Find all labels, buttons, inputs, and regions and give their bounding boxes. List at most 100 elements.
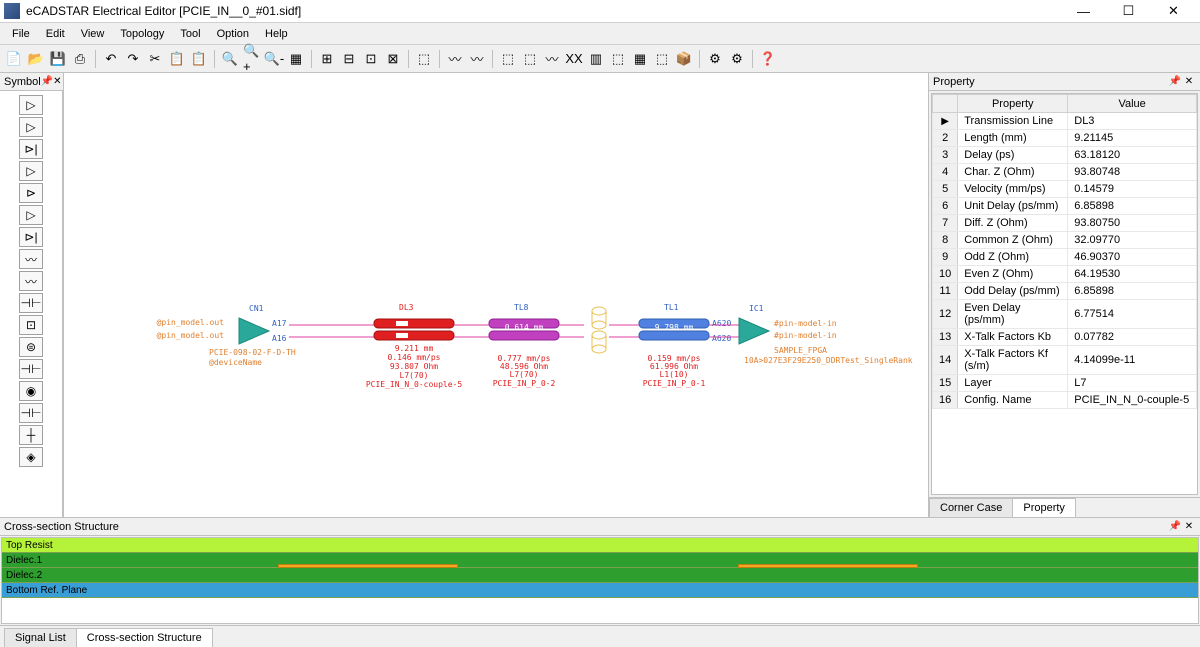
toolbar-button-2[interactable]: 💾 <box>48 49 68 69</box>
toolbar-button-1[interactable]: 📂 <box>26 49 46 69</box>
symbol-item-6[interactable]: ⊳| <box>19 227 43 247</box>
property-row[interactable]: 4Char. Z (Ohm)93.80748 <box>933 164 1197 181</box>
symbol-item-3[interactable]: ▷ <box>19 161 43 181</box>
symbol-item-7[interactable]: 〰 <box>19 249 43 269</box>
symbol-item-4[interactable]: ⊳ <box>19 183 43 203</box>
toolbar-button-0[interactable]: 📄 <box>4 49 24 69</box>
toolbar-button-29[interactable]: XX <box>564 49 584 69</box>
via-pair[interactable] <box>592 307 606 353</box>
close-icon[interactable]: ✕ <box>1182 520 1196 534</box>
symbol-item-10[interactable]: ⊡ <box>19 315 43 335</box>
toolbar-button-34[interactable]: 📦 <box>674 49 694 69</box>
menu-topology[interactable]: Topology <box>112 26 172 42</box>
symbol-item-1[interactable]: ▷ <box>19 117 43 137</box>
toolbar-button-18[interactable]: ⊡ <box>361 49 381 69</box>
symbol-item-11[interactable]: ⊜ <box>19 337 43 357</box>
toolbar-button-3[interactable]: ⎙ <box>70 49 90 69</box>
property-row[interactable]: 14X-Talk Factors Kf (s/m)4.14099e-11 <box>933 346 1197 375</box>
menu-option[interactable]: Option <box>209 26 257 42</box>
toolbar-button-5[interactable]: ↶ <box>101 49 121 69</box>
toolbar-button-16[interactable]: ⊞ <box>317 49 337 69</box>
toolbar-button-11[interactable]: 🔍 <box>220 49 240 69</box>
svg-text:#pin-model-in: #pin-model-in <box>774 319 837 328</box>
canvas[interactable]: CN1 @pin_model.out @pin_model.out A17 A1… <box>64 73 928 517</box>
symbol-item-16[interactable]: ◈ <box>19 447 43 467</box>
toolbar-button-27[interactable]: ⬚ <box>520 49 540 69</box>
symbol-item-15[interactable]: ┼ <box>19 425 43 445</box>
cs-layer-resist[interactable]: Top Resist <box>2 538 1198 553</box>
toolbar-button-6[interactable]: ↷ <box>123 49 143 69</box>
toolbar-button-13[interactable]: 🔍- <box>264 49 284 69</box>
property-row[interactable]: 6Unit Delay (ps/mm)6.85898 <box>933 198 1197 215</box>
toolbar-button-14[interactable]: ▦ <box>286 49 306 69</box>
menu-edit[interactable]: Edit <box>38 26 73 42</box>
pin-icon[interactable]: 📌 <box>1168 75 1182 89</box>
menu-file[interactable]: File <box>4 26 38 42</box>
prop-header <box>933 95 958 113</box>
property-row[interactable]: 12Even Delay (ps/mm)6.77514 <box>933 300 1197 329</box>
close-icon[interactable]: ✕ <box>1182 75 1196 89</box>
property-tab-property[interactable]: Property <box>1012 498 1076 517</box>
maximize-button[interactable]: ☐ <box>1106 0 1151 23</box>
cs-layer-dielec[interactable]: Dielec.1 <box>2 553 1198 568</box>
toolbar-button-17[interactable]: ⊟ <box>339 49 359 69</box>
property-row[interactable]: 5Velocity (mm/ps)0.14579 <box>933 181 1197 198</box>
toolbar-button-39[interactable]: ❓ <box>758 49 778 69</box>
symbol-item-2[interactable]: ⊳| <box>19 139 43 159</box>
property-row[interactable]: ▶Transmission LineDL3 <box>933 113 1197 130</box>
bottom-tab-signal-list[interactable]: Signal List <box>4 628 77 647</box>
property-row[interactable]: 16Config. NamePCIE_IN_N_0-couple-5 <box>933 392 1197 409</box>
component-dl3[interactable]: DL3 9.211 mm 0.146 mm/ps 93.807 Ohm L7(7… <box>366 303 463 389</box>
toolbar-button-32[interactable]: ▦ <box>630 49 650 69</box>
close-button[interactable]: ✕ <box>1151 0 1196 23</box>
symbol-item-0[interactable]: ▷ <box>19 95 43 115</box>
property-row[interactable]: 8Common Z (Ohm)32.09770 <box>933 232 1197 249</box>
toolbar-button-19[interactable]: ⊠ <box>383 49 403 69</box>
toolbar-button-33[interactable]: ⬚ <box>652 49 672 69</box>
property-row[interactable]: 10Even Z (Ohm)64.19530 <box>933 266 1197 283</box>
symbol-item-13[interactable]: ◉ <box>19 381 43 401</box>
property-row[interactable]: 7Diff. Z (Ohm)93.80750 <box>933 215 1197 232</box>
minimize-button[interactable]: — <box>1061 0 1106 23</box>
pin-icon[interactable]: 📌 <box>1168 520 1182 534</box>
menu-view[interactable]: View <box>73 26 113 42</box>
cs-layer-refplane[interactable]: Bottom Ref. Plane <box>2 583 1198 598</box>
component-cn1[interactable]: CN1 @pin_model.out @pin_model.out A17 A1… <box>157 304 296 367</box>
symbol-item-9[interactable]: ⊣⊢ <box>19 293 43 313</box>
symbol-item-14[interactable]: ⊣⊢ <box>19 403 43 423</box>
toolbar-button-21[interactable]: ⬚ <box>414 49 434 69</box>
menu-tool[interactable]: Tool <box>172 26 208 42</box>
property-row[interactable]: 13X-Talk Factors Kb0.07782 <box>933 329 1197 346</box>
cross-section-body[interactable]: Top ResistDielec.1Dielec.2Bottom Ref. Pl… <box>1 537 1199 624</box>
component-tl1[interactable]: TL1 9.798 mm A620 A620 0.159 mm/ps 61.99… <box>639 303 731 388</box>
toolbar-button-7[interactable]: ✂ <box>145 49 165 69</box>
toolbar-button-24[interactable]: 〰 <box>467 49 487 69</box>
symbol-item-5[interactable]: ▷ <box>19 205 43 225</box>
component-ic1[interactable]: IC1 #pin-model-in #pin-model-in SAMPLE_F… <box>739 304 913 365</box>
toolbar-button-37[interactable]: ⚙ <box>727 49 747 69</box>
property-row[interactable]: 11Odd Delay (ps/mm)6.85898 <box>933 283 1197 300</box>
toolbar-button-36[interactable]: ⚙ <box>705 49 725 69</box>
property-row[interactable]: 3Delay (ps)63.18120 <box>933 147 1197 164</box>
symbol-panel-header: Symbol 📌 ✕ <box>0 73 63 91</box>
symbol-item-8[interactable]: 〰 <box>19 271 43 291</box>
toolbar-button-31[interactable]: ⬚ <box>608 49 628 69</box>
symbol-item-12[interactable]: ⊣⊢ <box>19 359 43 379</box>
toolbar-button-28[interactable]: 〰 <box>542 49 562 69</box>
property-row[interactable]: 2Length (mm)9.21145 <box>933 130 1197 147</box>
toolbar-button-8[interactable]: 📋 <box>167 49 187 69</box>
bottom-tab-cross-section-structure[interactable]: Cross-section Structure <box>76 628 213 647</box>
toolbar-button-30[interactable]: ▥ <box>586 49 606 69</box>
toolbar-button-23[interactable]: 〰 <box>445 49 465 69</box>
menu-help[interactable]: Help <box>257 26 296 42</box>
property-tab-corner-case[interactable]: Corner Case <box>929 498 1013 517</box>
toolbar-button-12[interactable]: 🔍+ <box>242 49 262 69</box>
property-row[interactable]: 15LayerL7 <box>933 375 1197 392</box>
component-tl8[interactable]: TL8 0.614 mm 0.777 mm/ps 48.596 Ohm L7(7… <box>489 303 559 388</box>
cs-layer-dielec[interactable]: Dielec.2 <box>2 568 1198 583</box>
property-row[interactable]: 9Odd Z (Ohm)46.90370 <box>933 249 1197 266</box>
toolbar-button-9[interactable]: 📋 <box>189 49 209 69</box>
close-icon[interactable]: ✕ <box>53 75 61 89</box>
pin-icon[interactable]: 📌 <box>41 75 53 89</box>
toolbar-button-26[interactable]: ⬚ <box>498 49 518 69</box>
